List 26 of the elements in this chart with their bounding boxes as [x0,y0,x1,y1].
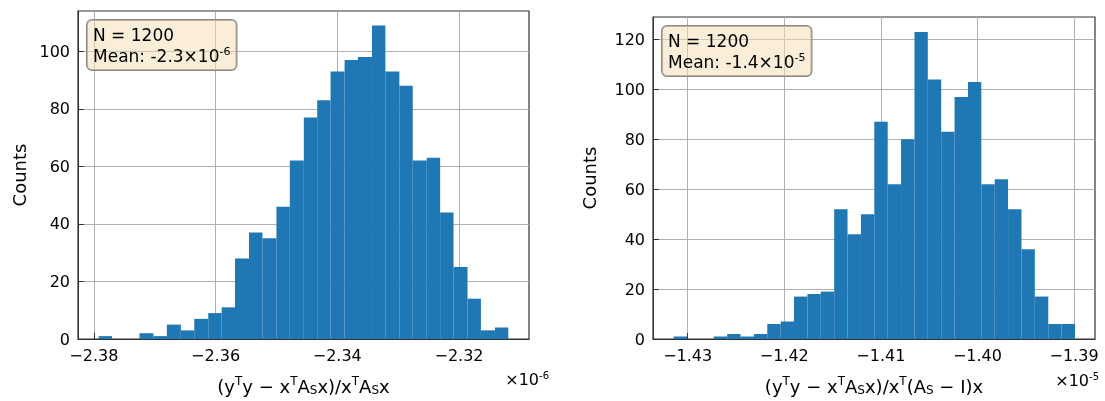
y-tick-label: 0 [59,329,70,349]
y-tick-label: 40 [49,214,70,234]
y-tick-label: 100 [614,79,645,99]
y-tick-label: 60 [49,156,70,176]
x-tick-label: −1.40 [952,345,1002,365]
y-tick-label: 40 [624,229,645,249]
annotation: N = 1200 [668,30,750,51]
y-tick-label: 100 [39,41,70,61]
y-tick-label: 20 [624,279,645,299]
y-tick-label: 80 [624,129,645,149]
y-axis-title: Counts [578,146,600,210]
x-tick-label: −2.32 [434,345,484,365]
y-tick-label: 0 [634,329,645,349]
y-tick-label: 20 [49,271,70,291]
y-tick-label: 60 [624,179,645,199]
x-tick-label: −1.39 [1049,345,1099,365]
x-tick-label: −1.41 [856,345,906,365]
x-tick-label: −2.36 [191,345,241,365]
annotation: N = 1200 [93,24,175,45]
y-axis-title: Counts [8,143,30,207]
x-tick-label: −1.43 [663,345,713,365]
x-tick-label: −2.38 [69,345,119,365]
x-tick-label: −1.42 [759,345,809,365]
x-tick-label: −2.34 [312,345,362,365]
y-tick-label: 80 [49,99,70,119]
y-tick-label: 120 [614,29,645,49]
